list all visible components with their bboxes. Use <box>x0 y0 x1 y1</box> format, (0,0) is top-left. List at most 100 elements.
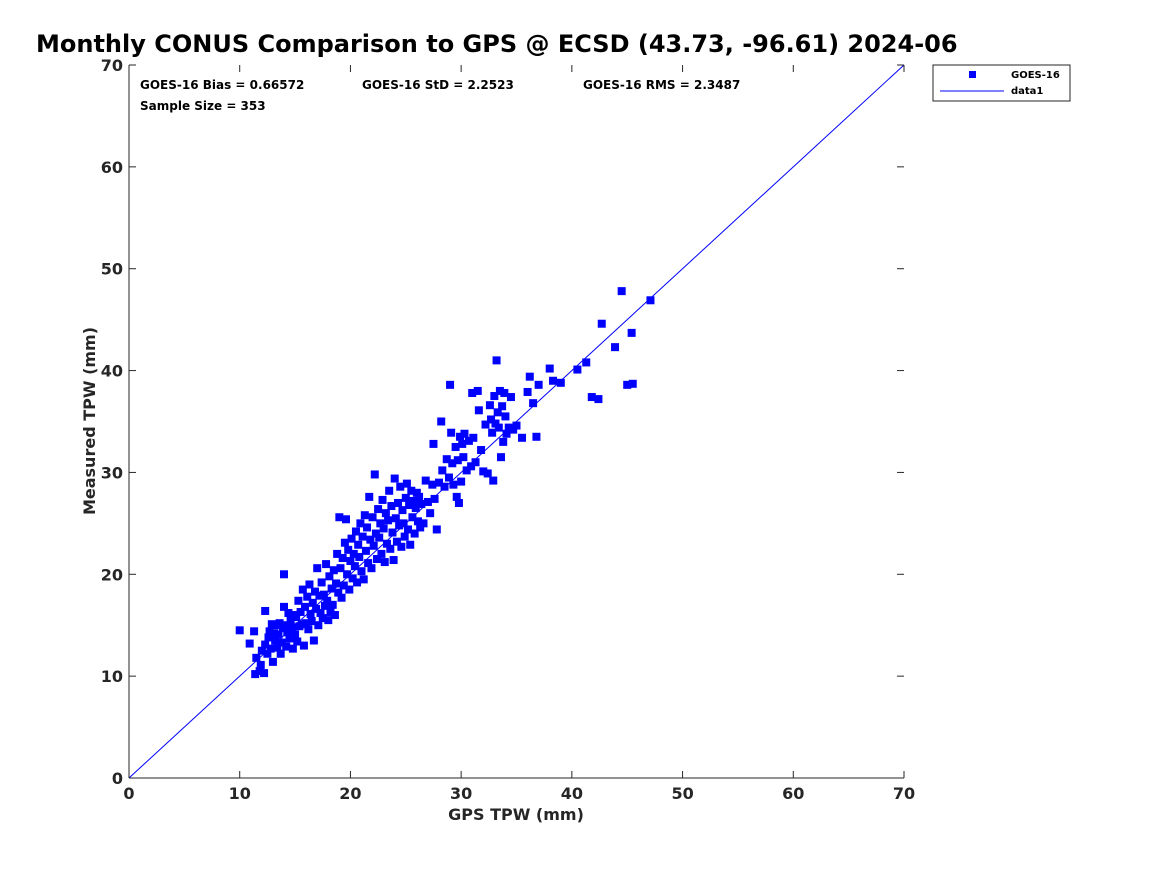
data-point <box>396 482 405 491</box>
data-point <box>260 669 269 678</box>
data-point <box>268 657 277 666</box>
data-point <box>494 423 503 432</box>
data-point <box>303 592 312 601</box>
data-point <box>464 436 473 445</box>
x-tick-label: 70 <box>893 784 915 803</box>
x-tick-label: 30 <box>450 784 472 803</box>
y-tick-label: 20 <box>101 565 123 584</box>
data-point <box>277 638 286 647</box>
data-point <box>497 453 505 462</box>
data-point <box>646 296 655 305</box>
data-point <box>336 564 345 573</box>
data-point <box>628 379 637 388</box>
data-point <box>338 553 347 562</box>
data-point <box>534 380 543 389</box>
data-point <box>256 660 265 669</box>
data-point <box>353 578 362 587</box>
data-point <box>299 641 308 650</box>
data-point <box>523 387 532 396</box>
data-point <box>397 542 406 551</box>
x-tick-label: 0 <box>123 784 134 803</box>
data-point <box>471 458 480 467</box>
y-tick-label: 60 <box>101 158 123 177</box>
data-point <box>267 620 276 629</box>
data-point <box>307 617 316 626</box>
data-point <box>323 596 332 605</box>
data-point <box>330 611 339 620</box>
data-point <box>298 585 307 594</box>
data-point <box>281 621 290 630</box>
data-point <box>250 627 259 636</box>
data-point <box>459 453 468 462</box>
data-point <box>343 570 352 579</box>
data-point <box>549 376 558 385</box>
data-point <box>611 343 620 352</box>
data-point <box>366 535 375 544</box>
data-point <box>627 328 636 337</box>
data-point <box>518 433 527 442</box>
data-point <box>469 433 478 442</box>
y-tick-label: 10 <box>101 667 123 686</box>
data-point <box>325 572 334 581</box>
data-point <box>488 428 497 437</box>
data-point <box>320 601 329 610</box>
data-point <box>545 364 554 373</box>
data-point <box>371 529 380 538</box>
data-point <box>385 486 394 495</box>
data-point <box>255 667 264 676</box>
data-point <box>428 480 437 489</box>
data-point <box>487 415 496 424</box>
data-point <box>312 604 321 613</box>
bias-stat: GOES-16 Bias = 0.66572 <box>140 78 304 92</box>
data-point <box>297 620 306 629</box>
data-point <box>337 593 346 602</box>
chart-title: Monthly CONUS Comparison to GPS @ ECSD (… <box>36 30 958 58</box>
data-points <box>235 287 655 679</box>
data-point <box>265 627 274 636</box>
data-point <box>597 319 606 328</box>
data-point <box>384 516 393 525</box>
data-point <box>261 606 270 615</box>
data-point <box>417 500 426 509</box>
data-point <box>302 619 311 628</box>
data-point <box>462 466 471 475</box>
data-point <box>409 496 418 505</box>
data-point <box>423 497 432 506</box>
legend-marker-goes16 <box>969 71 976 78</box>
data-point <box>264 633 273 642</box>
data-point <box>500 388 509 397</box>
data-point <box>293 637 302 646</box>
data-point <box>317 578 326 587</box>
data-point <box>460 429 469 438</box>
data-point <box>401 493 410 502</box>
data-point <box>261 640 270 649</box>
x-axis-ticks: 0 10 20 30 40 50 60 70 <box>123 65 915 803</box>
data-point <box>270 629 279 638</box>
data-point <box>438 466 447 475</box>
data-point <box>426 509 435 518</box>
data-point <box>390 474 399 483</box>
data-point <box>292 613 301 622</box>
data-point <box>333 549 342 558</box>
data-point <box>458 439 467 448</box>
data-point <box>342 515 350 524</box>
data-point <box>285 634 294 643</box>
data-point <box>374 505 383 514</box>
data-point <box>339 581 348 590</box>
rms-stat: GOES-16 RMS = 2.3487 <box>583 78 740 92</box>
data-point <box>395 521 404 530</box>
data-point <box>483 469 492 478</box>
data-point <box>501 412 510 421</box>
data-point <box>491 419 500 428</box>
data-point <box>437 417 446 426</box>
data-point <box>275 619 284 628</box>
data-point <box>467 462 476 471</box>
legend: GOES-16 data1 <box>932 64 1071 102</box>
data-point <box>370 470 379 479</box>
data-point <box>504 423 513 432</box>
data-point <box>473 386 482 395</box>
data-point <box>447 428 456 437</box>
data-point <box>369 541 378 550</box>
data-point <box>328 600 337 609</box>
data-point <box>582 358 591 367</box>
